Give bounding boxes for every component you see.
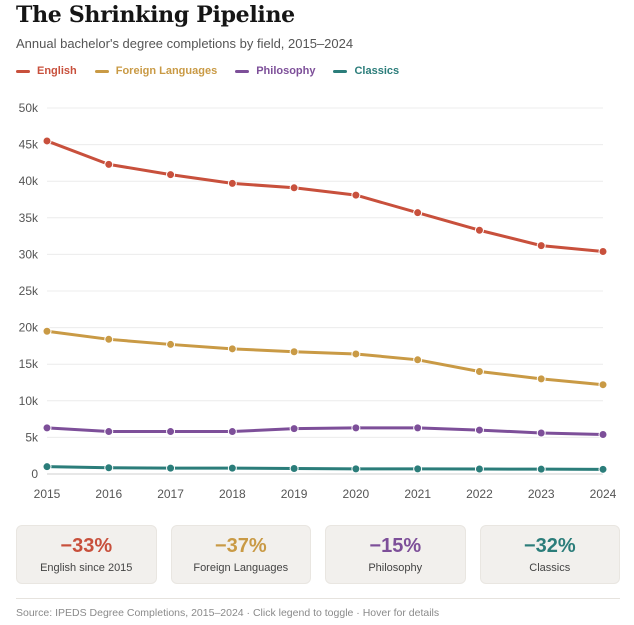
x-tick-label: 2018 bbox=[219, 487, 246, 501]
data-point-philosophy bbox=[42, 423, 52, 433]
data-point-classics bbox=[536, 464, 546, 474]
chart-title: The Shrinking Pipeline bbox=[16, 2, 295, 28]
footer-divider bbox=[16, 598, 620, 599]
y-tick-label: 0 bbox=[31, 467, 38, 481]
data-point-philosophy bbox=[166, 427, 176, 437]
legend-item-english[interactable]: English bbox=[16, 65, 77, 77]
legend-label: Classics bbox=[354, 65, 400, 77]
data-point-foreign-languages bbox=[474, 367, 484, 377]
data-point-foreign-languages bbox=[227, 344, 237, 354]
line-chart: 0 5k 10k 15k 20k 25k 30k 35k 40k 45k 50k 2015 2016 20… bbox=[19, 101, 617, 501]
data-point-classics bbox=[289, 464, 299, 474]
data-point-classics bbox=[42, 462, 52, 472]
data-point-english bbox=[536, 241, 546, 251]
data-point-foreign-languages bbox=[536, 374, 546, 384]
data-point-philosophy bbox=[351, 423, 361, 433]
data-point-classics bbox=[166, 463, 176, 473]
series-line-english bbox=[45, 139, 605, 253]
legend-swatch bbox=[94, 69, 109, 73]
data-point-english bbox=[474, 225, 484, 235]
data-point-foreign-languages bbox=[413, 355, 423, 365]
data-point-classics bbox=[474, 464, 484, 474]
data-point-foreign-languages bbox=[104, 334, 114, 344]
card-label: Philosophy bbox=[368, 562, 423, 574]
y-tick-label: 30k bbox=[19, 247, 39, 261]
data-point-foreign-languages bbox=[289, 347, 299, 357]
footer-note: Source: IPEDS Degree Completions, 2015–2… bbox=[16, 607, 440, 619]
x-tick-label: 2017 bbox=[157, 487, 184, 501]
y-tick-label: 20k bbox=[19, 321, 39, 335]
legend-label: English bbox=[37, 65, 77, 77]
series-line-classics bbox=[45, 465, 605, 471]
legend-label: Foreign Languages bbox=[115, 65, 218, 77]
card-value: −15% bbox=[369, 535, 422, 557]
data-point-philosophy bbox=[104, 427, 114, 437]
legend-swatch bbox=[16, 69, 30, 73]
card-value: −32% bbox=[523, 535, 576, 557]
data-point-english bbox=[598, 246, 608, 256]
x-tick-label: 2020 bbox=[343, 487, 370, 501]
y-tick-label: 25k bbox=[19, 284, 39, 298]
x-tick-label: 2024 bbox=[590, 487, 617, 501]
data-point-foreign-languages bbox=[166, 339, 176, 349]
summary-card-classics: −32% Classics bbox=[479, 525, 620, 584]
data-point-philosophy bbox=[474, 425, 484, 435]
legend-swatch bbox=[333, 69, 348, 73]
summary-card-philosophy: −15% Philosophy bbox=[325, 525, 466, 584]
data-point-english bbox=[104, 159, 114, 169]
y-tick-label: 15k bbox=[19, 357, 39, 371]
data-point-philosophy bbox=[413, 423, 423, 433]
legend-item-foreign-languages[interactable]: Foreign Languages bbox=[94, 65, 218, 77]
data-point-english bbox=[351, 190, 361, 200]
card-value: −33% bbox=[60, 535, 113, 557]
card-label: English since 2015 bbox=[40, 562, 133, 574]
data-point-classics bbox=[227, 463, 237, 473]
series-line-foreign-languages bbox=[45, 329, 605, 387]
data-point-classics bbox=[351, 464, 361, 474]
y-tick-label: 40k bbox=[19, 174, 39, 188]
legend-item-philosophy[interactable]: Philosophy bbox=[235, 65, 315, 77]
x-tick-label: 2015 bbox=[34, 487, 61, 501]
data-point-english bbox=[166, 170, 176, 180]
data-point-foreign-languages bbox=[598, 380, 608, 390]
chart-subtitle: Annual bachelor's degree completions by … bbox=[16, 36, 354, 51]
data-point-english bbox=[227, 178, 237, 188]
data-point-english bbox=[413, 208, 423, 218]
series-line-philosophy bbox=[45, 426, 605, 436]
data-point-english bbox=[42, 136, 52, 146]
y-tick-label: 10k bbox=[19, 394, 39, 408]
x-tick-label: 2023 bbox=[528, 487, 555, 501]
data-point-philosophy bbox=[289, 424, 299, 434]
summary-card-english: −33% English since 2015 bbox=[16, 525, 157, 584]
data-point-classics bbox=[598, 464, 608, 474]
card-value: −37% bbox=[214, 535, 267, 557]
summary-cards: −33% English since 2015 −37% Foreign Lan… bbox=[16, 525, 620, 584]
legend-swatch bbox=[235, 69, 250, 73]
data-point-philosophy bbox=[598, 429, 608, 439]
x-tick-label: 2019 bbox=[281, 487, 308, 501]
y-tick-label: 45k bbox=[19, 138, 39, 152]
y-tick-label: 50k bbox=[19, 101, 39, 115]
y-tick-label: 35k bbox=[19, 211, 39, 225]
summary-card-foreign-languages: −37% Foreign Languages bbox=[170, 525, 311, 584]
data-point-philosophy bbox=[227, 427, 237, 437]
legend-label: Philosophy bbox=[256, 65, 316, 77]
data-point-classics bbox=[104, 463, 114, 473]
y-tick-label: 5k bbox=[25, 430, 39, 444]
card-label: Foreign Languages bbox=[193, 562, 289, 574]
data-point-foreign-languages bbox=[351, 349, 361, 359]
x-tick-label: 2021 bbox=[404, 487, 431, 501]
legend: English Foreign Languages Philosophy Cla… bbox=[16, 65, 399, 77]
x-tick-label: 2016 bbox=[95, 487, 122, 501]
legend-item-classics[interactable]: Classics bbox=[333, 65, 399, 77]
data-point-philosophy bbox=[536, 428, 546, 438]
data-point-foreign-languages bbox=[42, 326, 52, 336]
data-point-english bbox=[289, 183, 299, 193]
x-tick-label: 2022 bbox=[466, 487, 493, 501]
card-label: Classics bbox=[529, 562, 571, 574]
data-point-classics bbox=[413, 464, 423, 474]
